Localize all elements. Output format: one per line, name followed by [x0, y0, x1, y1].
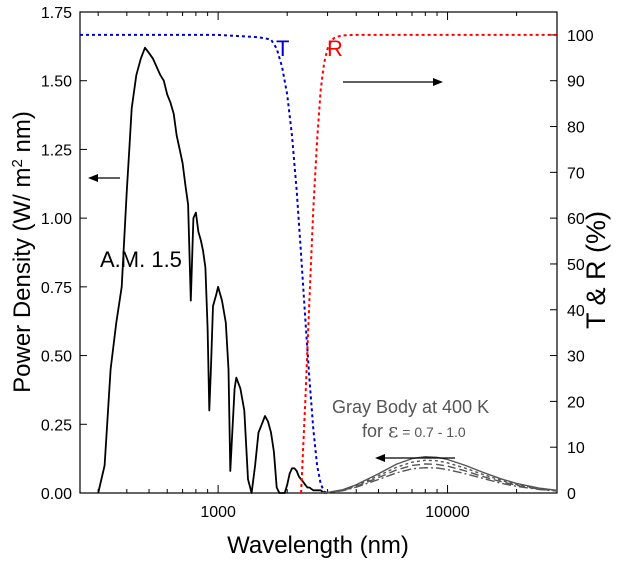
y-left-tick-label: 0.25: [41, 417, 72, 434]
y-left-tick-label: 1.25: [41, 142, 72, 159]
gray-body-label-line2: for ε = 0.7 - 1.0: [362, 418, 466, 442]
epsilon-symbol: ε: [388, 418, 398, 442]
x-axis-ticks: 1000 10000: [97, 12, 558, 521]
y-right-tick-label: 20: [567, 394, 585, 411]
y-left-tick-label: 1.00: [41, 211, 72, 228]
y-left-axis-title: Power Density (W/ m2 nm): [9, 111, 37, 393]
series-a-m-1-5: [97, 46, 328, 494]
y-right-tick-label: 50: [567, 257, 585, 274]
y-right-tick-label: 70: [567, 165, 585, 182]
left-axis-arrow: [88, 174, 120, 182]
series-gray-body-4: [320, 459, 558, 494]
y-right-tick-label: 0: [567, 486, 576, 503]
reflection-label: R: [327, 36, 343, 61]
gray-body-arrow: [375, 454, 455, 462]
y-left-tick-label: 0.75: [41, 280, 72, 297]
right-axis-arrow: [343, 78, 443, 86]
y-right-axis-title: T & R (%): [581, 211, 611, 329]
left-arrow-head: [88, 174, 98, 182]
y-left-axis-ticks: 0.00 0.25 0.50 0.75 1.00 1.25 1.50 1.75: [41, 5, 87, 503]
y-right-tick-label: 40: [567, 303, 585, 320]
y-left-tick-label: 1.50: [41, 74, 72, 91]
gray-arrow-head: [375, 454, 385, 462]
x-tick-label: 10000: [425, 504, 470, 521]
series-gray-body-3: [320, 456, 558, 494]
series-t: [80, 33, 328, 494]
y-left-tick-label: 0.50: [41, 349, 72, 366]
y-right-tick-label: 60: [567, 211, 585, 228]
series-layer: [80, 33, 558, 494]
transmission-label: T: [276, 36, 289, 61]
plot-frame: [79, 11, 558, 494]
y-right-tick-label: 30: [567, 349, 585, 366]
gray-body-label-line1: Gray Body at 400 K: [332, 397, 489, 417]
y-right-tick-label: 90: [567, 74, 585, 91]
y-left-tick-label: 1.75: [41, 5, 72, 22]
am15-label: A.M. 1.5: [100, 247, 182, 272]
y-left-tick-label: 0.00: [41, 486, 72, 503]
y-right-tick-label: 100: [567, 28, 594, 45]
plot-area-border: [79, 11, 558, 494]
x-tick-label: 1000: [200, 504, 236, 521]
y-right-tick-label: 10: [567, 440, 585, 457]
y-right-tick-label: 80: [567, 120, 585, 137]
x-axis-title: Wavelength (nm): [227, 532, 409, 559]
series-gray-body-6: [320, 467, 558, 494]
gray-body-prefix: for: [362, 421, 388, 441]
y-right-axis-ticks: 0 10 20 30 40 50 60 70 80 90 100: [550, 28, 594, 503]
right-arrow-head: [433, 78, 443, 86]
gray-body-range: = 0.7 - 1.0: [398, 424, 466, 440]
